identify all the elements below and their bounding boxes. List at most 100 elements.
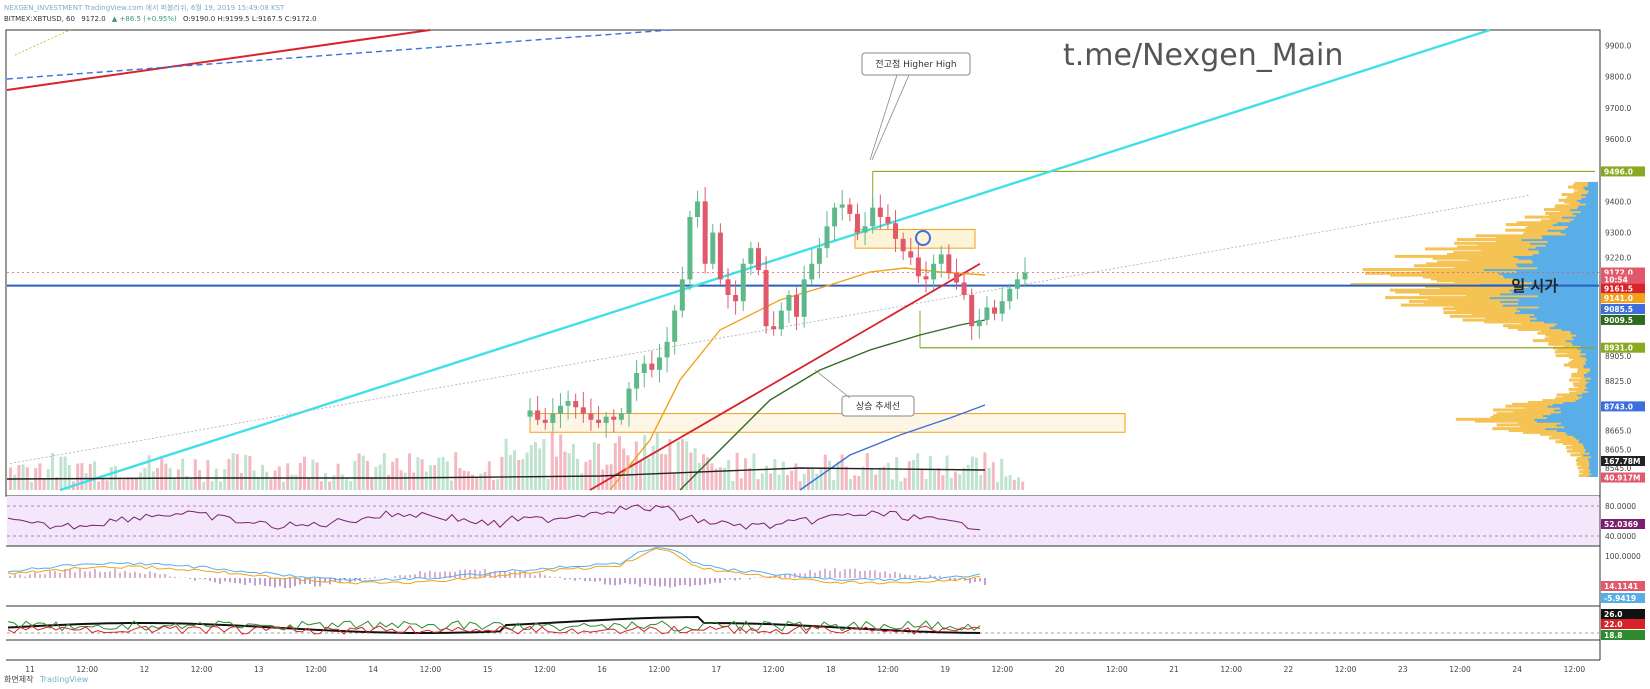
volume-profile-bar — [1536, 419, 1598, 423]
price-tick-label: 9800.0 — [1605, 73, 1631, 82]
uptrend-callout: 상승 추세선 — [814, 369, 915, 417]
volume-bar — [668, 439, 672, 490]
volume-bar — [332, 475, 336, 490]
volume-profile-bar — [1573, 434, 1598, 438]
volume-profile-bar — [1516, 262, 1598, 266]
candle-body — [923, 276, 929, 280]
volume-profile-bar — [1581, 196, 1598, 200]
volume-bar — [693, 448, 697, 490]
volume-bar — [924, 478, 928, 490]
volume-bar — [1008, 474, 1012, 490]
volume-bar — [361, 455, 365, 490]
volume-profile-bar — [1520, 425, 1565, 429]
volume-bar — [391, 461, 395, 490]
candle-body — [946, 254, 952, 274]
volume-profile-bar — [1587, 385, 1598, 389]
volume-profile-bar — [1548, 342, 1573, 346]
volume-profile-bar — [1517, 264, 1598, 268]
volume-profile-bar — [1456, 238, 1522, 242]
volume-profile-bar — [1565, 232, 1598, 236]
time-tick-label: 23 — [1398, 665, 1408, 674]
price-tick-label: 8825.0 — [1605, 377, 1631, 386]
volume-bar — [920, 469, 924, 490]
volume-profile-bar — [1584, 187, 1598, 191]
volume-profile-bar — [1581, 348, 1598, 352]
volume-profile-bar — [1538, 305, 1598, 309]
volume-bar — [395, 458, 399, 490]
volume-profile-bar — [1584, 387, 1598, 391]
volume-bar — [193, 459, 197, 490]
volume-bar — [93, 461, 96, 490]
long-red-line — [6, 29, 431, 91]
volume-profile-bar — [1580, 464, 1590, 468]
volume-bar — [483, 471, 487, 490]
volume-bar — [471, 474, 474, 490]
volume-bar — [319, 481, 323, 490]
time-tick-label: 18 — [826, 665, 836, 674]
volume-profile-bar — [1493, 414, 1543, 418]
volume-profile-bar — [1580, 455, 1592, 459]
candlesticks — [527, 186, 1028, 438]
time-tick-label: 20 — [1055, 665, 1065, 674]
volume-bar — [613, 442, 617, 490]
volume-profile-bar — [1385, 296, 1490, 300]
price-badge-text: 9009.5 — [1604, 316, 1633, 325]
volume-bar — [126, 477, 130, 490]
volume-profile-bar — [1583, 365, 1598, 369]
volume-profile-bar — [1568, 224, 1598, 228]
price-badge — [1601, 304, 1645, 315]
volume-profile-bar — [1505, 223, 1553, 227]
volume-profile-bar — [1578, 385, 1588, 389]
volume-bar — [760, 473, 764, 490]
volume-bar — [298, 462, 302, 490]
time-tick-label: 16 — [597, 665, 607, 674]
volume-profile-bar — [1577, 206, 1598, 210]
volume-bar — [130, 478, 134, 490]
volume-bar — [828, 460, 831, 490]
volume-profile-bar — [1585, 361, 1598, 365]
volume-bar — [282, 481, 285, 490]
volume-bar — [244, 454, 248, 490]
volume-profile-bar — [1496, 412, 1551, 416]
price-badge — [1601, 293, 1645, 304]
volume-profile-bar — [1502, 273, 1598, 277]
volume-profile-bar — [1585, 352, 1598, 356]
price-badge — [1601, 274, 1645, 285]
volume-profile-bar — [1389, 288, 1510, 292]
time-tick-label: 12:00 — [648, 665, 670, 674]
volume-profile-bar — [1527, 224, 1569, 228]
volume-profile-bar — [1573, 357, 1587, 361]
time-tick-label: 12:00 — [877, 665, 899, 674]
candle-body — [976, 319, 982, 327]
volume-profile-bar — [1552, 223, 1598, 227]
volume-profile-bar — [1529, 314, 1598, 318]
volume-profile-bar — [1516, 307, 1598, 311]
volume-bar — [752, 453, 756, 490]
time-tick-label: 12:00 — [76, 665, 98, 674]
volume-profile-bar — [1508, 429, 1557, 433]
volume-bar — [324, 473, 327, 490]
volume-bar — [387, 475, 390, 490]
time-tick-label: 17 — [712, 665, 722, 674]
volume-profile-bar — [1545, 427, 1598, 431]
volume-bar — [462, 470, 466, 490]
volume-bar — [807, 468, 810, 490]
blue-ma — [799, 404, 986, 491]
volume-profile-bar — [1538, 249, 1598, 253]
volume-bar — [345, 479, 348, 490]
time-tick-label: 12:00 — [1564, 665, 1586, 674]
volume-bar — [135, 478, 138, 490]
volume-profile-bar — [1550, 412, 1598, 416]
price-tick-label: 8665.0 — [1605, 427, 1631, 436]
volume-bar — [840, 454, 844, 490]
volume-bar — [790, 470, 794, 490]
volume-profile-bar — [1560, 209, 1581, 213]
volume-bar — [172, 478, 176, 490]
volume-bar — [30, 481, 33, 490]
volume-profile-bar — [1537, 266, 1598, 270]
volume-profile-bar — [1542, 236, 1598, 240]
volume-bar — [101, 478, 105, 490]
volume-profile-bar — [1558, 198, 1577, 202]
indicator-tick-label: 100.0000 — [1605, 552, 1641, 561]
